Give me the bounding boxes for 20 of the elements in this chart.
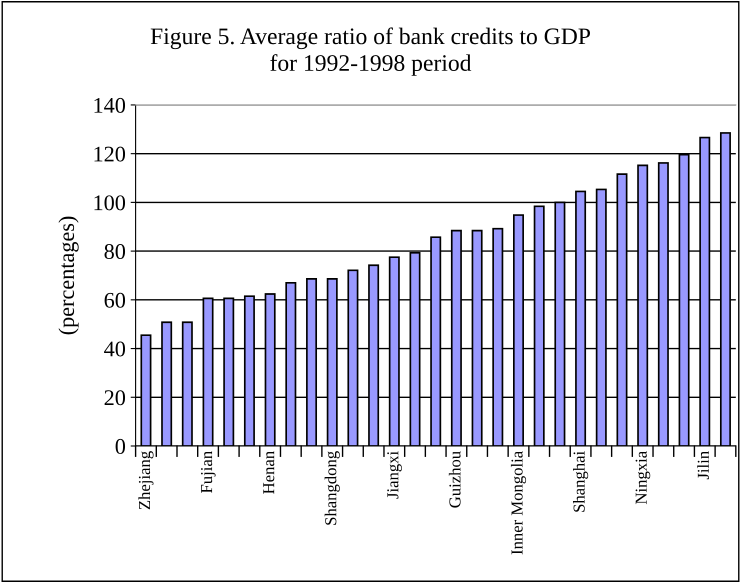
y-tick-label: 120 bbox=[94, 146, 126, 162]
y-tick-label: 80 bbox=[104, 244, 126, 260]
x-tick-label: Jilin bbox=[697, 451, 709, 480]
x-tick-label: Ningxia bbox=[636, 451, 650, 504]
x-tick-label: Shangdong bbox=[324, 451, 340, 525]
y-tick-label: 60 bbox=[104, 292, 126, 308]
x-tick-label: Inner Mongolia bbox=[510, 451, 526, 554]
y-tick-label: 140 bbox=[94, 98, 126, 113]
chart-title: Figure 5. Average ratio of bank credits to GDP for 1992-1998 period bbox=[150, 27, 590, 76]
y-axis-title: (percentages) bbox=[58, 216, 79, 334]
y-tick-label: 20 bbox=[104, 390, 126, 406]
y-tick-label: 100 bbox=[94, 195, 126, 210]
y-tick-label: 40 bbox=[104, 341, 126, 356]
x-tick-label: Jiangxi bbox=[387, 451, 402, 499]
x-tick-label: Zhejiang bbox=[138, 451, 154, 510]
x-tick-label: Fujian bbox=[201, 451, 216, 493]
x-tick-label: Henan bbox=[263, 451, 274, 494]
x-tick-label: Guizhou bbox=[448, 451, 461, 508]
y-tick-label: 0 bbox=[116, 438, 126, 454]
x-tick-label: Shanghai bbox=[573, 451, 588, 512]
